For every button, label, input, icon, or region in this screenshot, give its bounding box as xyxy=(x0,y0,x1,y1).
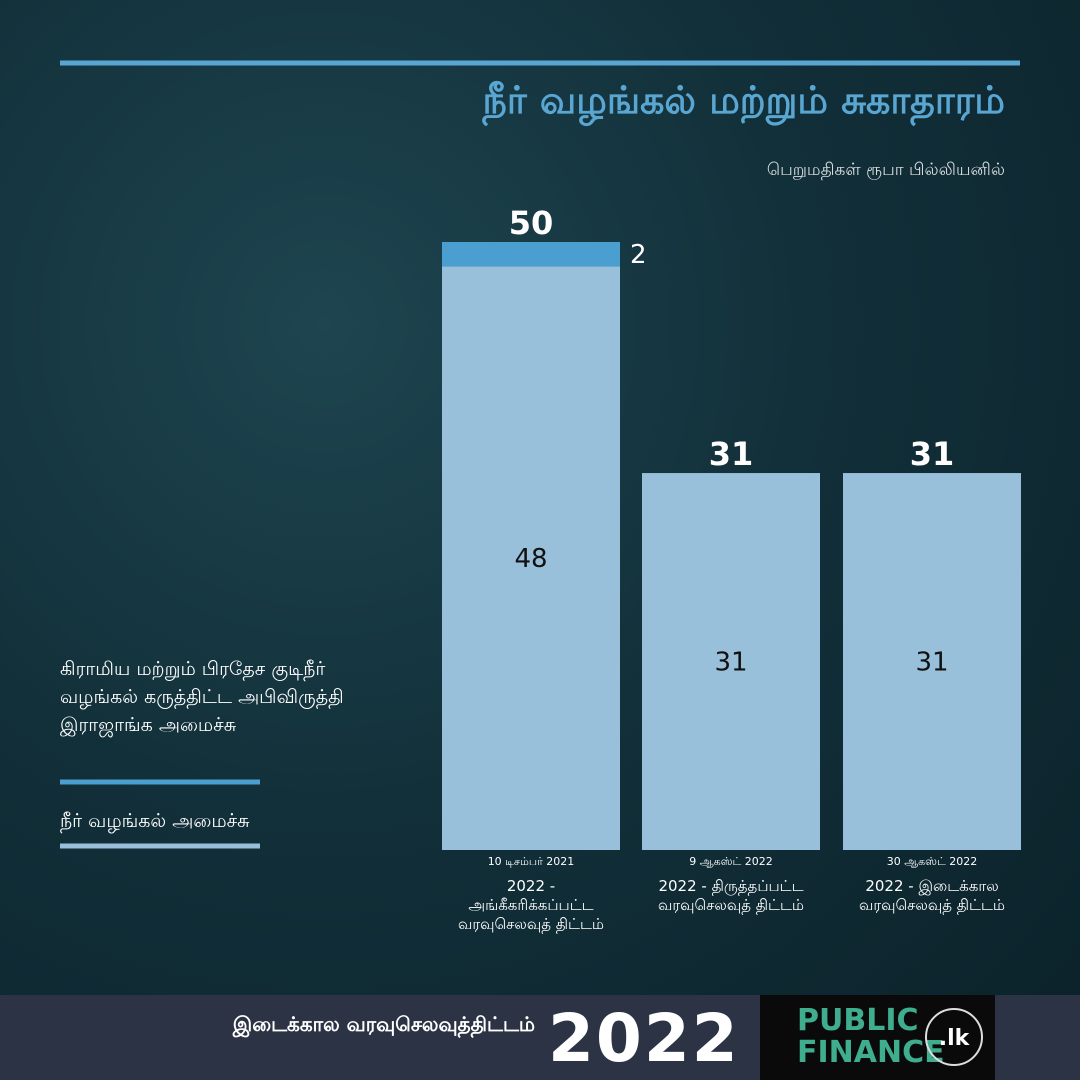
logo-suffix: .lk xyxy=(925,1008,983,1066)
bar-segment xyxy=(442,266,620,850)
bar-segment xyxy=(843,473,1021,850)
chart-title: நீர் வழங்கல் மற்றும் சுகாதாரம் xyxy=(482,78,1005,122)
bar-segment xyxy=(642,473,820,850)
category-label: 2022 - திருத்தப்பட்ட வரவுசெலவுத் திட்டம் xyxy=(657,877,805,914)
category-date: 30 ஆகஸ்ட் 2022 xyxy=(886,855,978,868)
value-label: 2 xyxy=(630,240,647,270)
footer-label: இடைக்கால வரவுசெலவுத்திட்டம் xyxy=(232,1012,535,1036)
legend-label: நீர் வழங்கல் அமைச்சு xyxy=(60,810,250,832)
value-label: 31 xyxy=(714,648,747,678)
total-label: 31 xyxy=(709,435,754,473)
category-date: 9 ஆகஸ்ட் 2022 xyxy=(689,855,773,868)
category-label: 2022 - அங்கீகரிக்கப்பட்ட வரவுசெலவுத் திட… xyxy=(457,877,605,933)
logo-text: PUBLIC FINANCE xyxy=(797,1003,945,1070)
chart-subtitle: பெறுமதிகள் ரூபா பில்லியனில் xyxy=(766,160,1005,180)
value-label: 48 xyxy=(514,544,547,574)
total-label: 50 xyxy=(509,204,554,242)
value-label: 31 xyxy=(915,648,948,678)
legend-label: கிராமிய மற்றும் பிரதேச குடிநீர் வழங்கல் … xyxy=(60,658,344,736)
category-label: 2022 - இடைக்கால வரவுசெலவுத் திட்டம் xyxy=(858,877,1006,914)
bar-segment xyxy=(442,242,620,267)
total-label: 31 xyxy=(910,435,955,473)
footer-year: 2022 xyxy=(548,1000,740,1077)
category-date: 10 டிசம்பர் 2021 xyxy=(487,855,575,868)
